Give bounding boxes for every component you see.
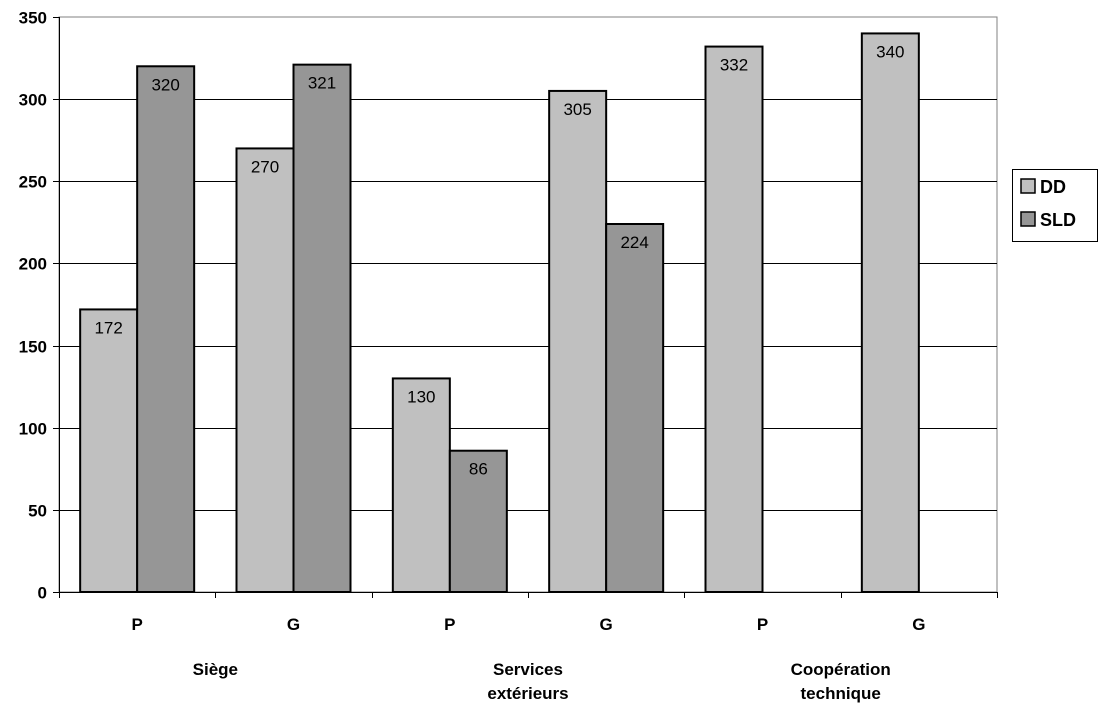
data-label: 270 [251, 157, 279, 176]
y-tick-label: 350 [19, 9, 47, 28]
y-tick-label: 100 [19, 420, 47, 439]
axes [53, 17, 998, 598]
bar-dd-0 [79, 308, 139, 593]
group-label: Coopération [791, 660, 891, 679]
bar-dd-2 [391, 377, 451, 593]
legend-label-dd: DD [1040, 177, 1066, 197]
gridlines [58, 16, 998, 593]
bars [79, 32, 920, 594]
y-tick-label: 250 [19, 173, 47, 192]
y-tick-label: 150 [19, 338, 47, 357]
x-tick-label: P [131, 615, 142, 634]
x-tick-label: G [287, 615, 300, 634]
legend-swatch-dd [1020, 178, 1036, 194]
data-label: 340 [876, 42, 904, 61]
y-tick-label: 300 [19, 91, 47, 110]
data-label: 86 [469, 460, 488, 479]
data-labels: 172 320 270 321 130 86 305 224 332 340 [94, 42, 904, 478]
x-tick-label: G [600, 615, 613, 634]
legend: DD SLD [1012, 169, 1098, 242]
bar-sld-3 [605, 223, 665, 593]
y-tick-label: 50 [28, 502, 47, 521]
data-label: 130 [407, 387, 435, 406]
bar-sld-1 [292, 63, 352, 593]
tick-labels: 0 50 100 150 200 250 300 350 P G P G P G [19, 9, 926, 635]
group-labels: Siège Services extérieurs Coopération techni… [193, 660, 891, 703]
group-label: Siège [193, 660, 238, 679]
data-label: 320 [151, 75, 179, 94]
y-tick-label: 0 [38, 584, 47, 603]
data-label: 172 [94, 318, 122, 337]
x-tick-label: P [757, 615, 768, 634]
group-label: extérieurs [487, 684, 568, 703]
legend-swatch-sld [1020, 211, 1036, 227]
plot-area [58, 16, 998, 593]
data-label: 224 [620, 233, 648, 252]
bar-dd-4 [704, 45, 764, 594]
data-label: 332 [720, 56, 748, 75]
bar-dd-5 [860, 32, 920, 593]
x-tick-label: P [444, 615, 455, 634]
group-label: Services [493, 660, 563, 679]
group-label: technique [801, 684, 881, 703]
bar-dd-1 [235, 147, 295, 594]
data-label: 321 [308, 74, 336, 93]
y-tick-label: 200 [19, 255, 47, 274]
x-tick-label: G [912, 615, 925, 634]
bar-sld-0 [136, 65, 196, 594]
legend-label-sld: SLD [1040, 210, 1076, 230]
data-label: 305 [563, 100, 591, 119]
bar-dd-3 [548, 89, 608, 594]
bar-sld-2 [448, 449, 508, 594]
